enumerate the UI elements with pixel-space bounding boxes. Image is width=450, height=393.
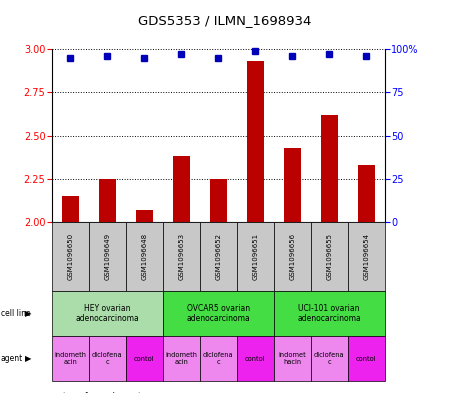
Text: GSM1096651: GSM1096651: [252, 233, 258, 280]
Text: GSM1096652: GSM1096652: [215, 233, 221, 280]
Text: agent: agent: [1, 354, 23, 363]
Text: ▶: ▶: [25, 354, 32, 363]
Text: diclofena
c: diclofena c: [314, 352, 345, 365]
Text: GSM1096655: GSM1096655: [326, 233, 332, 280]
Bar: [210, 179, 226, 222]
Text: HEY ovarian
adenocarcinoma: HEY ovarian adenocarcinoma: [76, 304, 139, 323]
Text: diclofena
c: diclofena c: [203, 352, 234, 365]
Text: ▶: ▶: [25, 309, 32, 318]
Text: GDS5353 / ILMN_1698934: GDS5353 / ILMN_1698934: [138, 14, 312, 27]
Text: GSM1096649: GSM1096649: [104, 233, 110, 280]
Text: OVCAR5 ovarian
adenocarcinoma: OVCAR5 ovarian adenocarcinoma: [186, 304, 250, 323]
Text: GSM1096654: GSM1096654: [363, 233, 369, 280]
Text: ■: ■: [50, 392, 58, 393]
Text: GSM1096648: GSM1096648: [141, 233, 147, 280]
Bar: [358, 165, 374, 222]
Text: GSM1096653: GSM1096653: [178, 233, 184, 280]
Bar: [321, 115, 338, 222]
Bar: [173, 156, 189, 222]
Text: indomet
hacin: indomet hacin: [279, 352, 306, 365]
Text: cell line: cell line: [1, 309, 31, 318]
Text: contol: contol: [245, 356, 266, 362]
Text: contol: contol: [356, 356, 377, 362]
Text: GSM1096656: GSM1096656: [289, 233, 295, 280]
Text: indometh
acin: indometh acin: [54, 352, 86, 365]
Bar: [247, 61, 264, 222]
Bar: [99, 179, 116, 222]
Text: contol: contol: [134, 356, 154, 362]
Text: transformed count: transformed count: [63, 392, 141, 393]
Text: diclofena
c: diclofena c: [92, 352, 122, 365]
Text: indometh
acin: indometh acin: [165, 352, 197, 365]
Bar: [62, 196, 79, 222]
Bar: [284, 148, 301, 222]
Text: UCI-101 ovarian
adenocarcinoma: UCI-101 ovarian adenocarcinoma: [297, 304, 361, 323]
Text: GSM1096650: GSM1096650: [67, 233, 73, 280]
Bar: [136, 210, 153, 222]
